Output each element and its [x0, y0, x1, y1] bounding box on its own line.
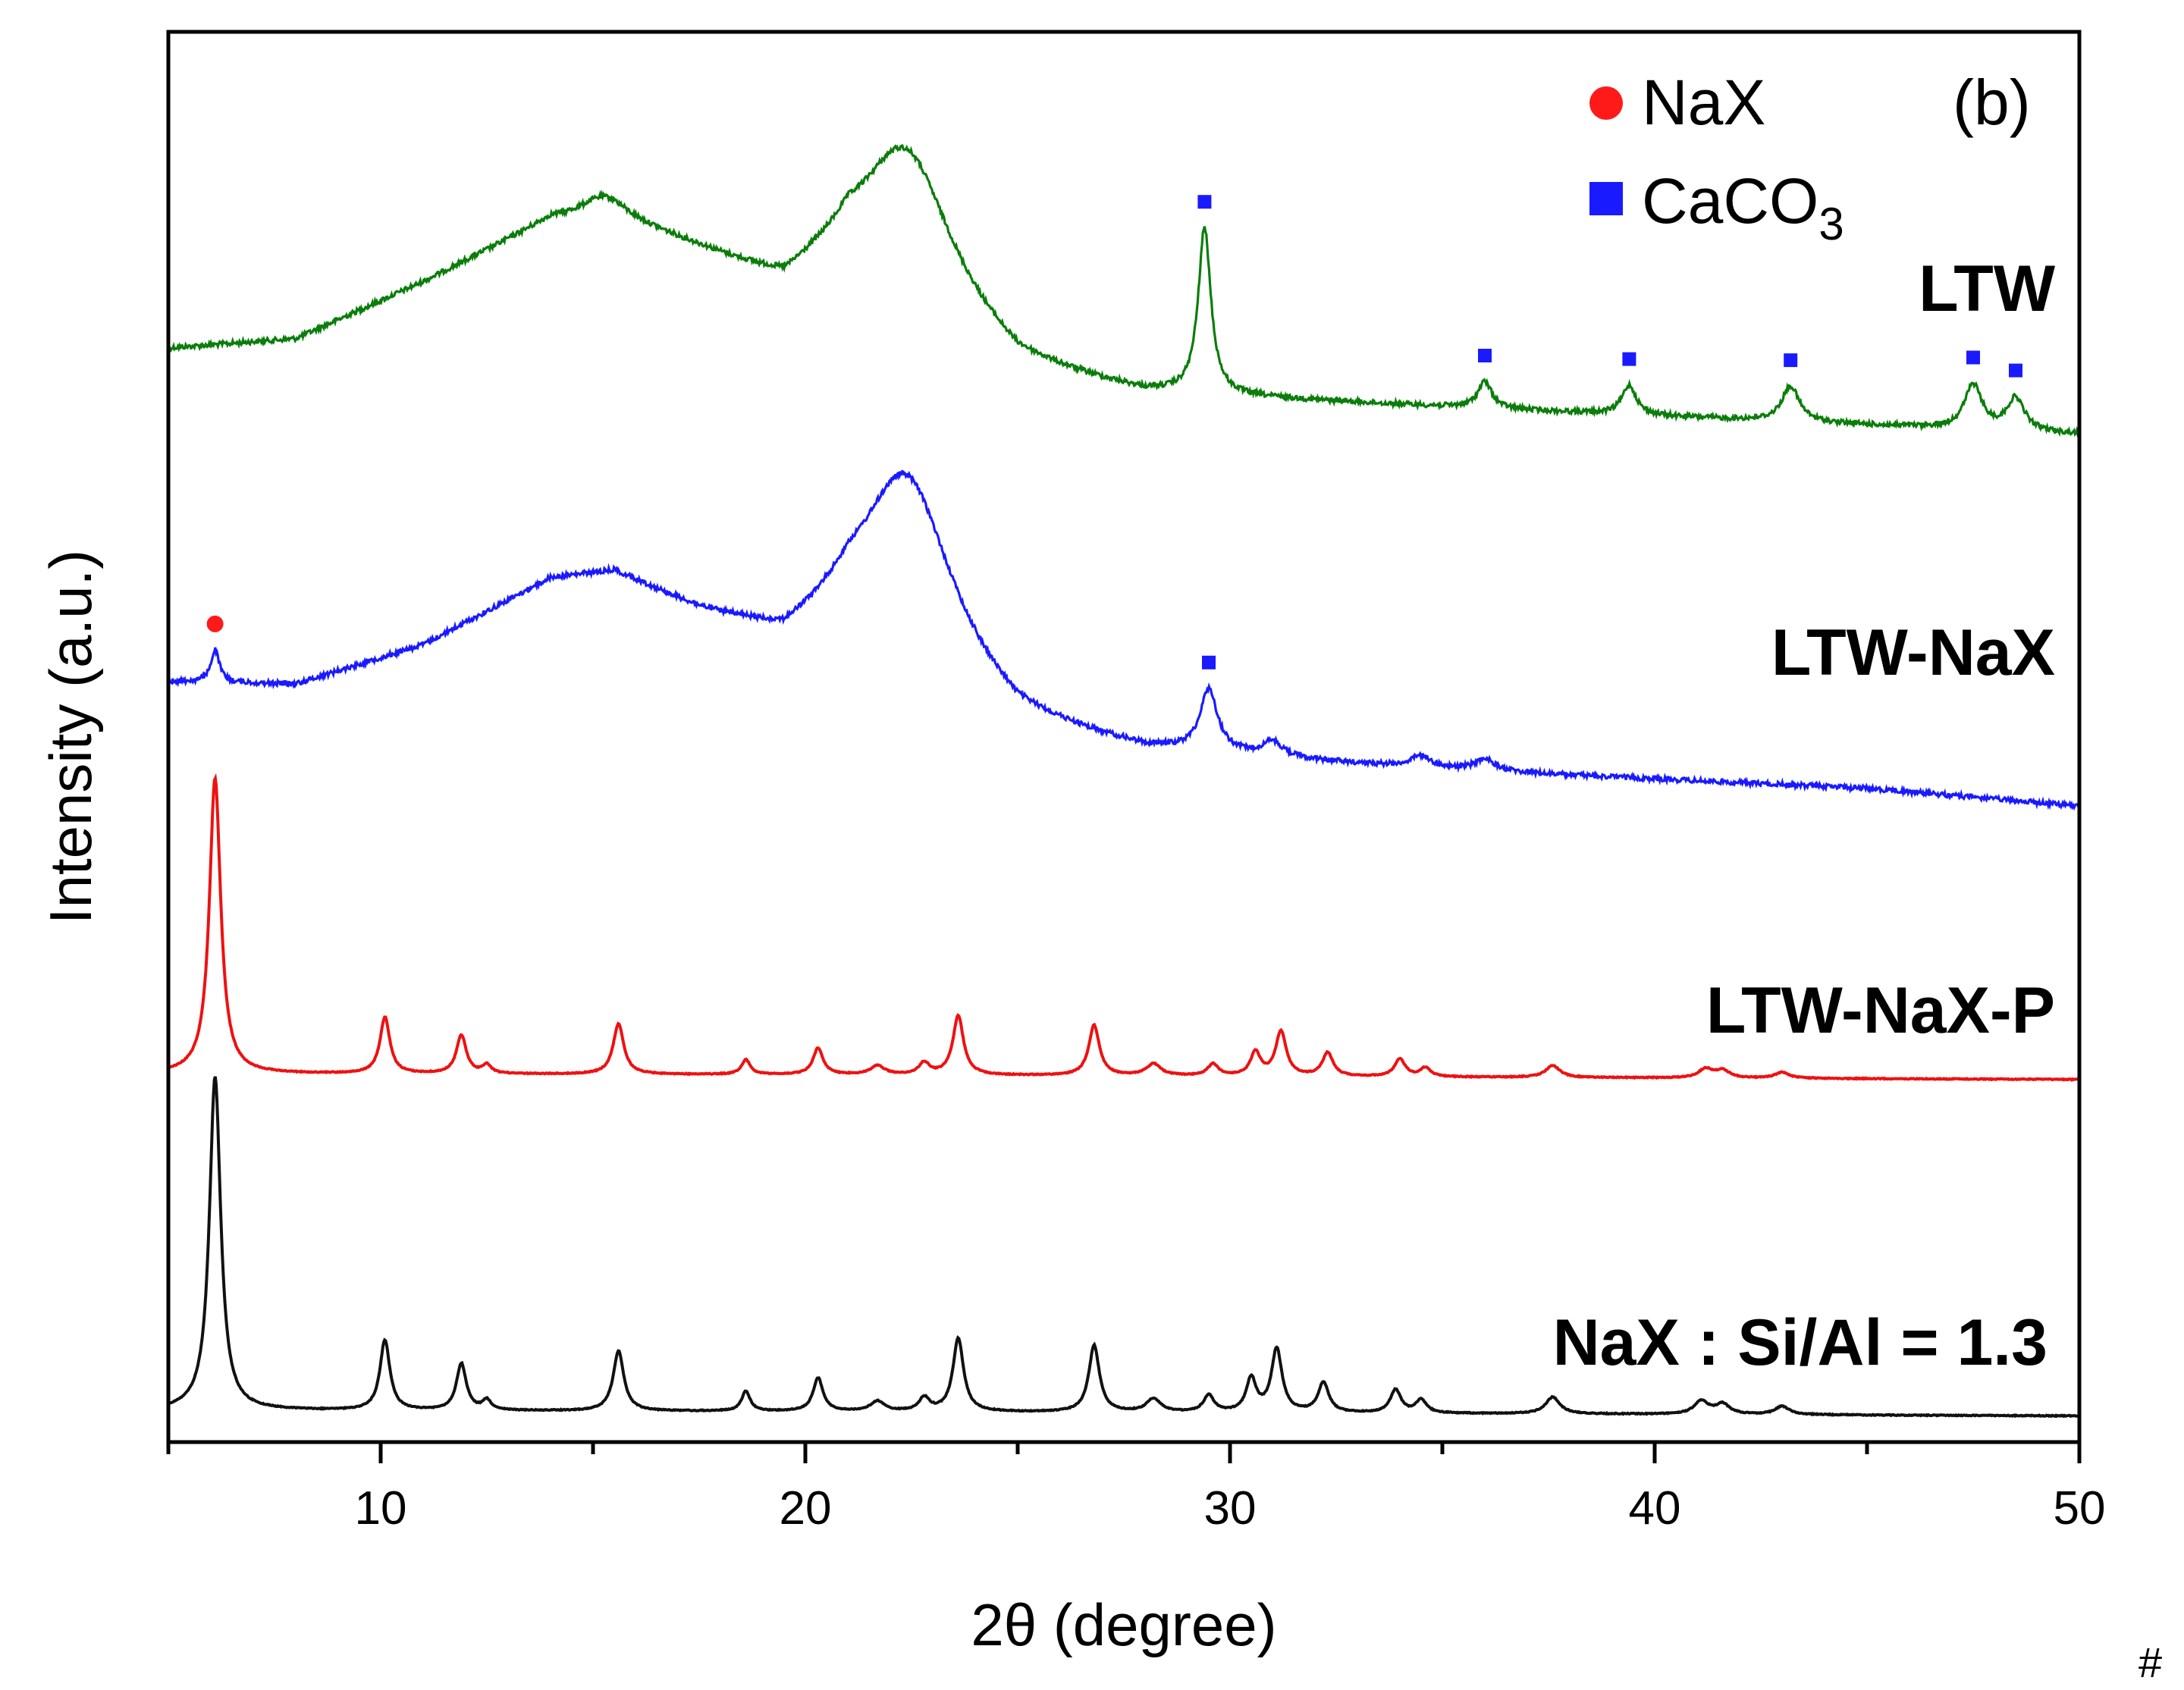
legend-caco3-main: CaCO	[1642, 165, 1818, 237]
x-tick-label: 10	[355, 1482, 407, 1535]
marker-layer	[206, 195, 2022, 669]
series-label-ltw-nax-p: LTW-NaX-P	[1706, 974, 2055, 1047]
legend-caco3-label: CaCO3	[1642, 165, 1844, 249]
plot-frame	[166, 30, 2082, 1444]
x-axis-title: 2θ (degree)	[971, 1591, 1276, 1658]
series-layer	[167, 144, 2081, 1419]
legend-nax-circle-icon	[1589, 86, 1623, 120]
x-tick-label: 30	[1204, 1482, 1257, 1535]
x-tick-label: 50	[2054, 1482, 2106, 1535]
caco3-peak-marker	[1478, 349, 1492, 362]
series-line-0	[167, 144, 2081, 438]
caco3-peak-marker	[1202, 655, 1216, 669]
corner-mark: #	[2138, 1638, 2162, 1686]
caco3-peak-marker	[1784, 353, 1798, 368]
series-label-ltw-nax: LTW-NaX	[1771, 616, 2055, 689]
series-label-nax-si-al: NaX : Si/Al = 1.3	[1553, 1306, 2048, 1379]
legend-caco3-square-icon	[1589, 182, 1623, 215]
legend: NaX CaCO3	[1589, 67, 1844, 249]
caco3-peak-marker	[1966, 350, 1980, 365]
caco3-peak-marker	[2009, 363, 2022, 378]
y-axis-title: Intensity (a.u.)	[37, 550, 104, 924]
caco3-peak-marker	[1622, 352, 1636, 366]
x-tick-label: 40	[1629, 1482, 1681, 1535]
panel-label: (b)	[1953, 67, 2031, 138]
series-line-1	[168, 469, 2081, 811]
x-axis-ticks: 10 20 30 40 50	[166, 1442, 2106, 1535]
series-label-ltw: LTW	[1919, 252, 2056, 325]
legend-caco3-subscript: 3	[1818, 199, 1844, 249]
legend-nax-label: NaX	[1642, 67, 1765, 138]
series-line-3	[168, 1076, 2081, 1419]
caco3-peak-marker	[1197, 195, 1212, 209]
nax-peak-marker	[206, 615, 224, 632]
series-line-2	[168, 773, 2080, 1082]
x-tick-label: 20	[780, 1482, 832, 1535]
